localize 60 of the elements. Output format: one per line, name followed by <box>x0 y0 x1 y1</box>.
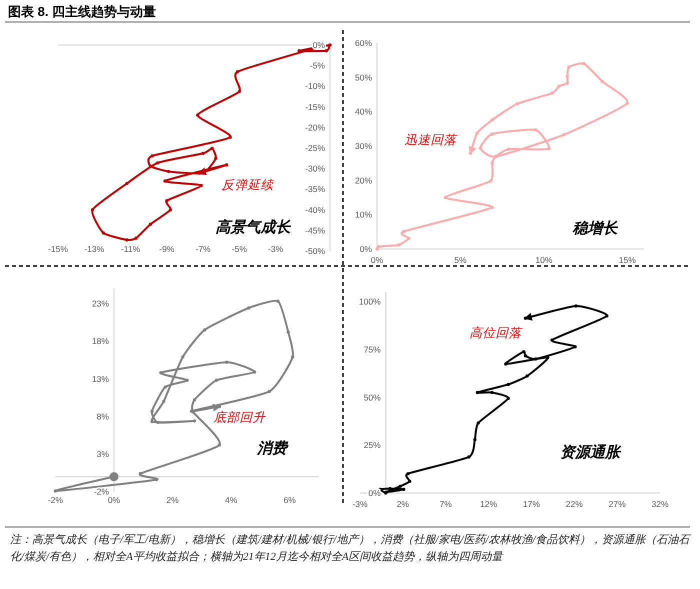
x-tick-label: 5% <box>454 255 468 265</box>
y-tick-label: -30% <box>305 164 326 174</box>
x-tick-label: 15% <box>618 255 636 265</box>
x-tick-label: 6% <box>284 494 296 505</box>
y-tick-label: -10% <box>305 81 326 92</box>
x-tick-label: -15% <box>48 244 68 254</box>
x-tick-label: -13% <box>84 244 105 254</box>
x-tick-label: 12% <box>480 499 498 509</box>
chart-title: 图表 8. 四主线趋势与动量 <box>8 4 156 19</box>
text: 高景气成长 <box>216 218 292 236</box>
x-tick-label: 32% <box>651 499 669 509</box>
x-tick-label: -2% <box>48 494 64 505</box>
y-tick-label: -15% <box>305 102 326 112</box>
y-tick-label: 100% <box>358 296 382 307</box>
x-tick-label: -11% <box>120 244 141 254</box>
y-tick-label: 50% <box>354 72 372 82</box>
annotation: 反弹延续 <box>221 178 274 192</box>
text: 稳增长 <box>572 220 618 237</box>
y-tick-label: 23% <box>92 298 110 308</box>
y-tick-label: 75% <box>364 344 382 354</box>
y-tick-label: 20% <box>354 175 372 186</box>
x-tick-label: 22% <box>566 499 584 509</box>
y-tick-label: 50% <box>364 392 382 402</box>
x-tick-label: -3% <box>268 244 284 254</box>
y-tick-label: -2% <box>94 486 110 497</box>
x-tick-label: -9% <box>159 244 175 254</box>
y-tick-label: 60% <box>354 38 372 48</box>
text: 注：高景气成长（电子/军工/电新），稳增长（建筑/建材/机械/银行/地产），消费（社服/家电/医药/农林牧渔/食品饮料），资源通胀（石油石化/煤炭/有色），相对全A平均收益拟合；横轴为21年12月迄今相对全A区间收益趋势，纵轴为四周动量 <box>10 532 690 565</box>
y-tick-label: 3% <box>96 449 110 460</box>
x-tick-label: 27% <box>608 499 626 509</box>
x-tick-label: -3% <box>352 499 368 509</box>
y-tick-label: -45% <box>305 225 326 236</box>
x-tick-label: 4% <box>224 494 238 505</box>
y-tick-label: -35% <box>305 184 326 194</box>
y-tick-label: 25% <box>364 440 382 450</box>
y-tick-label: 30% <box>354 141 372 151</box>
y-tick-label: 0% <box>368 488 382 498</box>
x-tick-label: 0% <box>108 494 121 505</box>
y-tick-label: -25% <box>305 143 326 153</box>
text: 资源通胀 <box>560 444 622 461</box>
text: 消费 <box>256 440 289 457</box>
x-tick-label: 2% <box>166 494 180 505</box>
y-tick-label: 10% <box>354 210 372 220</box>
x-tick-label: 2% <box>396 499 410 509</box>
x-tick-label: -7% <box>196 244 212 254</box>
x-tick-label: 7% <box>440 499 452 509</box>
y-tick-label: 18% <box>92 336 110 346</box>
x-tick-label: 10% <box>535 255 553 265</box>
y-tick-label: 40% <box>354 106 372 117</box>
y-tick-label: -5% <box>310 60 326 71</box>
x-tick-label: 17% <box>522 499 540 509</box>
y-tick-label: 13% <box>92 374 110 384</box>
annotation: 高位回落 <box>469 326 522 340</box>
y-tick-label: -40% <box>305 204 326 215</box>
y-tick-label: -50% <box>305 246 326 256</box>
x-tick-label: -5% <box>232 244 248 254</box>
annotation: 底部回升 <box>213 410 266 425</box>
annotation: 迅速回落 <box>404 133 458 148</box>
y-tick-label: -20% <box>305 122 326 132</box>
y-tick-label: 8% <box>96 411 110 422</box>
